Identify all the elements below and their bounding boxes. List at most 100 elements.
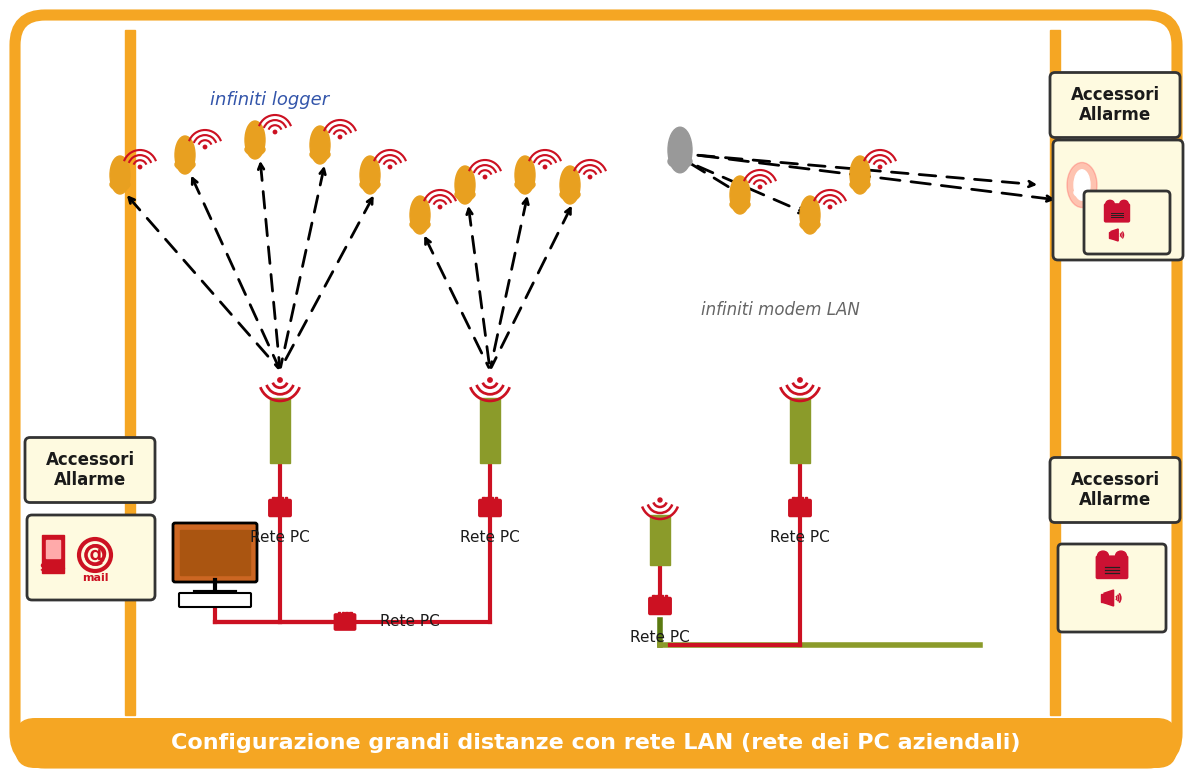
Bar [337, 612, 341, 615]
Ellipse shape [110, 156, 130, 194]
Circle shape [339, 135, 342, 139]
Text: Rete PC: Rete PC [380, 615, 440, 630]
Bar [790, 398, 811, 463]
Ellipse shape [360, 179, 380, 190]
Ellipse shape [175, 159, 195, 170]
Ellipse shape [1119, 200, 1128, 207]
Ellipse shape [1074, 170, 1089, 200]
Ellipse shape [730, 176, 750, 214]
Bar [342, 612, 344, 615]
Circle shape [278, 378, 283, 382]
Circle shape [589, 175, 591, 179]
Ellipse shape [850, 156, 870, 194]
FancyBboxPatch shape [1053, 140, 1182, 260]
Text: infiniti logger: infiniti logger [211, 91, 329, 109]
FancyBboxPatch shape [179, 593, 252, 607]
Text: infiniti modem LAN: infiniti modem LAN [701, 301, 859, 319]
Bar [805, 497, 807, 501]
Circle shape [544, 165, 547, 168]
Ellipse shape [110, 179, 130, 190]
Text: Accessori
Allarme: Accessori Allarme [1070, 471, 1160, 510]
FancyBboxPatch shape [1050, 73, 1180, 138]
FancyBboxPatch shape [479, 500, 501, 516]
Text: @: @ [82, 543, 107, 567]
FancyBboxPatch shape [15, 718, 1177, 768]
Bar [125, 30, 135, 715]
Bar [277, 497, 279, 501]
Ellipse shape [1074, 188, 1089, 197]
Circle shape [488, 378, 492, 382]
Text: Rete PC: Rete PC [631, 630, 690, 645]
Ellipse shape [410, 218, 430, 230]
Ellipse shape [1106, 200, 1115, 207]
Ellipse shape [310, 149, 330, 161]
Bar [486, 497, 489, 501]
Bar [793, 497, 795, 501]
Ellipse shape [246, 144, 265, 155]
Ellipse shape [515, 179, 535, 190]
Text: SMS: SMS [39, 563, 67, 573]
Text: Accessori
Allarme: Accessori Allarme [1070, 85, 1160, 124]
FancyBboxPatch shape [650, 597, 671, 614]
Circle shape [483, 175, 486, 179]
Ellipse shape [800, 196, 820, 234]
Bar [280, 497, 284, 501]
Ellipse shape [360, 156, 380, 194]
Bar [1050, 30, 1060, 715]
Ellipse shape [410, 196, 430, 234]
Ellipse shape [668, 127, 693, 173]
Text: Rete PC: Rete PC [460, 530, 520, 545]
Ellipse shape [515, 156, 535, 194]
Text: Accessori
Allarme: Accessori Allarme [45, 450, 135, 489]
Circle shape [797, 378, 802, 382]
FancyBboxPatch shape [1084, 191, 1171, 254]
Ellipse shape [1116, 551, 1126, 560]
Ellipse shape [310, 126, 330, 164]
Bar [495, 497, 497, 501]
Bar [1100, 594, 1107, 602]
Bar [1109, 232, 1113, 238]
Bar [272, 497, 275, 501]
Bar [796, 497, 799, 501]
Bar [801, 497, 803, 501]
Circle shape [758, 186, 762, 189]
FancyBboxPatch shape [335, 614, 355, 630]
Bar [42, 535, 64, 573]
Ellipse shape [175, 136, 195, 174]
FancyBboxPatch shape [789, 500, 811, 516]
Ellipse shape [800, 218, 820, 230]
Bar [483, 497, 485, 501]
FancyBboxPatch shape [1104, 204, 1130, 222]
Bar [657, 595, 659, 599]
Bar [46, 540, 60, 558]
Circle shape [273, 130, 277, 134]
Bar [490, 497, 493, 501]
FancyBboxPatch shape [173, 523, 257, 582]
FancyBboxPatch shape [27, 515, 155, 600]
Bar [652, 595, 656, 599]
Bar [480, 398, 499, 463]
Ellipse shape [560, 189, 581, 200]
Circle shape [658, 498, 662, 502]
Bar [349, 612, 352, 615]
Bar [346, 612, 348, 615]
Text: Configurazione grandi distanze con rete LAN (rete dei PC aziendali): Configurazione grandi distanze con rete … [172, 733, 1020, 753]
Circle shape [879, 165, 882, 168]
FancyBboxPatch shape [1058, 544, 1166, 632]
Polygon shape [1104, 590, 1113, 606]
Ellipse shape [668, 154, 693, 168]
Polygon shape [1111, 229, 1118, 241]
Ellipse shape [455, 189, 474, 200]
Ellipse shape [246, 121, 265, 159]
Circle shape [439, 205, 442, 209]
Text: Rete PC: Rete PC [250, 530, 310, 545]
FancyBboxPatch shape [1095, 555, 1129, 579]
FancyBboxPatch shape [15, 15, 1177, 763]
Bar [285, 497, 287, 501]
Ellipse shape [560, 166, 581, 204]
FancyBboxPatch shape [25, 438, 155, 503]
Circle shape [828, 205, 832, 209]
Bar [271, 398, 290, 463]
Bar [180, 530, 250, 575]
Ellipse shape [1067, 163, 1097, 207]
